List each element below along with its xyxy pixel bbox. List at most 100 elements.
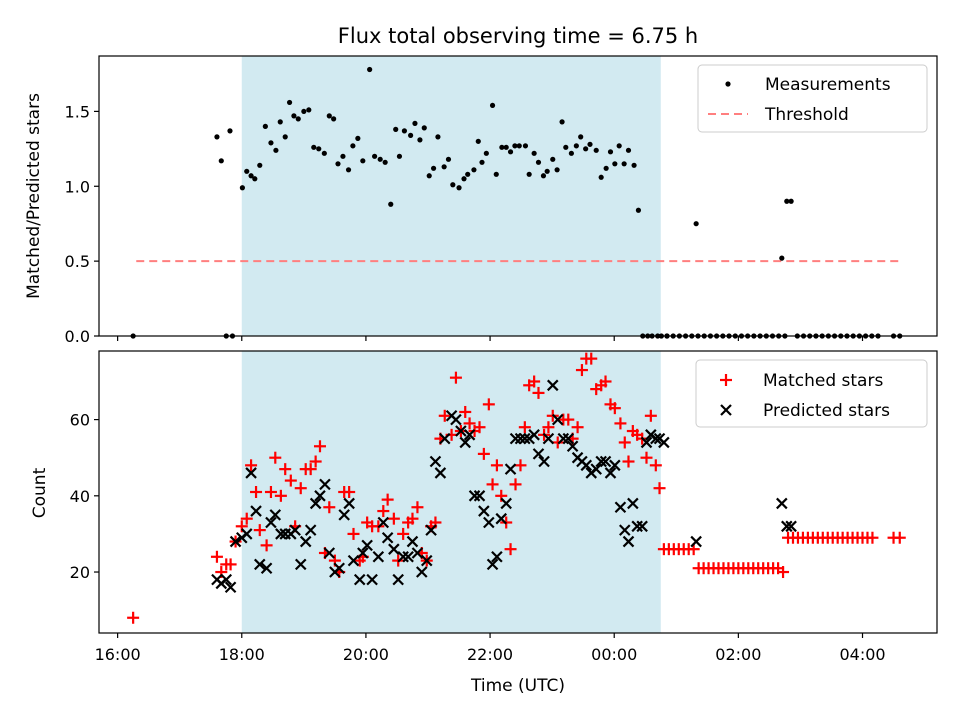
measurement-point: [331, 116, 337, 122]
predicted-star-point: [622, 535, 635, 548]
predicted-star-point: [658, 436, 670, 449]
chart-title: Flux total observing time = 6.75 h: [338, 24, 698, 48]
ratio-y-tick-label: 1.0: [65, 177, 90, 196]
ratio-x-ticks: [117, 336, 864, 341]
measurement-point: [239, 185, 245, 191]
measurement-point: [450, 182, 456, 188]
matched-star-point: [284, 474, 297, 487]
matched-star-point: [240, 512, 253, 525]
legend-matched-marker: [720, 374, 732, 386]
measurement-point: [568, 150, 574, 156]
ratio-legend-box: [697, 64, 928, 133]
ratio-y-tick-label: 0.0: [65, 327, 90, 346]
matched-star-point: [347, 527, 360, 540]
predicted-star-point: [450, 413, 462, 426]
predicted-star-point: [650, 432, 662, 445]
measurement-point: [252, 176, 258, 182]
measurement-point: [326, 113, 332, 119]
measurement-point: [340, 153, 346, 159]
matched-star-point: [304, 463, 317, 476]
observing-window-shade: [241, 56, 661, 336]
measurement-point: [693, 221, 699, 227]
predicted-star-point: [323, 547, 336, 559]
predicted-star-point: [604, 467, 617, 479]
measurement-point: [445, 156, 452, 162]
measurement-point: [631, 162, 637, 168]
count-y-label: Count: [30, 467, 50, 518]
measurement-point: [426, 173, 432, 179]
measurement-point: [316, 146, 322, 152]
predicted-star-point: [294, 558, 307, 571]
predicted-star-point: [538, 455, 550, 468]
predicted-star-point: [562, 432, 575, 445]
predicted-star-point: [429, 455, 442, 468]
predicted-star-point: [463, 429, 476, 441]
predicted-star-point: [333, 562, 346, 574]
measurement-point: [493, 171, 499, 177]
count-legend: Matched stars Predicted stars: [695, 359, 928, 428]
measurement-point: [244, 168, 250, 174]
predicted-star-point: [314, 490, 326, 502]
predicted-star-point: [614, 501, 627, 514]
predicted-star-point: [776, 497, 788, 510]
measurement-point: [621, 161, 627, 167]
ratio-legend: Measurements Threshold: [697, 64, 928, 133]
legend-matched-label: Matched stars: [763, 371, 883, 391]
matched-star-point: [279, 463, 292, 476]
matched-star-point: [438, 409, 451, 422]
matched-star-point: [343, 486, 356, 498]
matched-star-point: [323, 501, 336, 514]
matched-star-point: [777, 566, 790, 579]
predicted-star-point: [455, 425, 467, 437]
measurement-point: [377, 156, 383, 162]
matched-star-point: [224, 558, 237, 571]
predicted-star-point: [609, 459, 621, 472]
count-y-ticks: 20 40 60: [70, 411, 99, 582]
predicted-star-point: [388, 543, 400, 555]
predicted-star-point: [590, 463, 602, 475]
count-axes-frame: [98, 350, 938, 634]
measurement-point: [248, 173, 254, 179]
matched-star-point: [504, 543, 517, 556]
predicted-star-point: [245, 467, 257, 479]
predicted-star-point: [397, 551, 409, 563]
measurement-point: [291, 113, 297, 119]
matched-star-point: [449, 371, 462, 384]
count-y-tick-label: 20: [70, 563, 90, 582]
count-y-tick-label: 60: [70, 411, 90, 430]
measurement-point: [465, 171, 471, 177]
predicted-star-point: [595, 455, 607, 468]
measurement-point: [512, 143, 518, 149]
measurement-point: [779, 255, 785, 261]
measurement-point: [382, 159, 388, 165]
matched-star-point: [477, 447, 490, 460]
predicted-star-point: [618, 524, 631, 536]
measurement-point: [550, 156, 556, 162]
predicted-star-point: [402, 551, 414, 563]
measurement-point: [625, 147, 632, 153]
matched-star-point: [381, 493, 394, 506]
measurement-point: [612, 161, 618, 167]
matched-star-point: [459, 405, 472, 418]
measurement-point: [635, 207, 642, 213]
measurement-point: [441, 164, 447, 170]
matched-star-point: [622, 455, 635, 468]
predicted-star-point: [504, 463, 517, 475]
x-axis-label: Time (UTC): [470, 676, 565, 696]
predicted-star-point: [260, 562, 273, 574]
predicted-star-point: [509, 432, 522, 445]
measurement-point: [554, 167, 560, 173]
predicted-star-point: [416, 566, 428, 578]
count-x-tick-label: 22:00: [467, 645, 513, 664]
predicted-star-point: [319, 478, 331, 491]
count-legend-box: [695, 359, 928, 428]
measurement-point: [360, 158, 366, 164]
predicted-star-point: [557, 432, 570, 445]
matched-star-point: [490, 459, 503, 472]
measurement-point: [516, 143, 522, 149]
measurement-point: [784, 198, 790, 204]
predicted-star-point: [406, 535, 419, 548]
count-x-tick-label: 20:00: [343, 645, 389, 664]
matched-star-point: [406, 512, 419, 525]
measurement-point: [598, 174, 604, 180]
